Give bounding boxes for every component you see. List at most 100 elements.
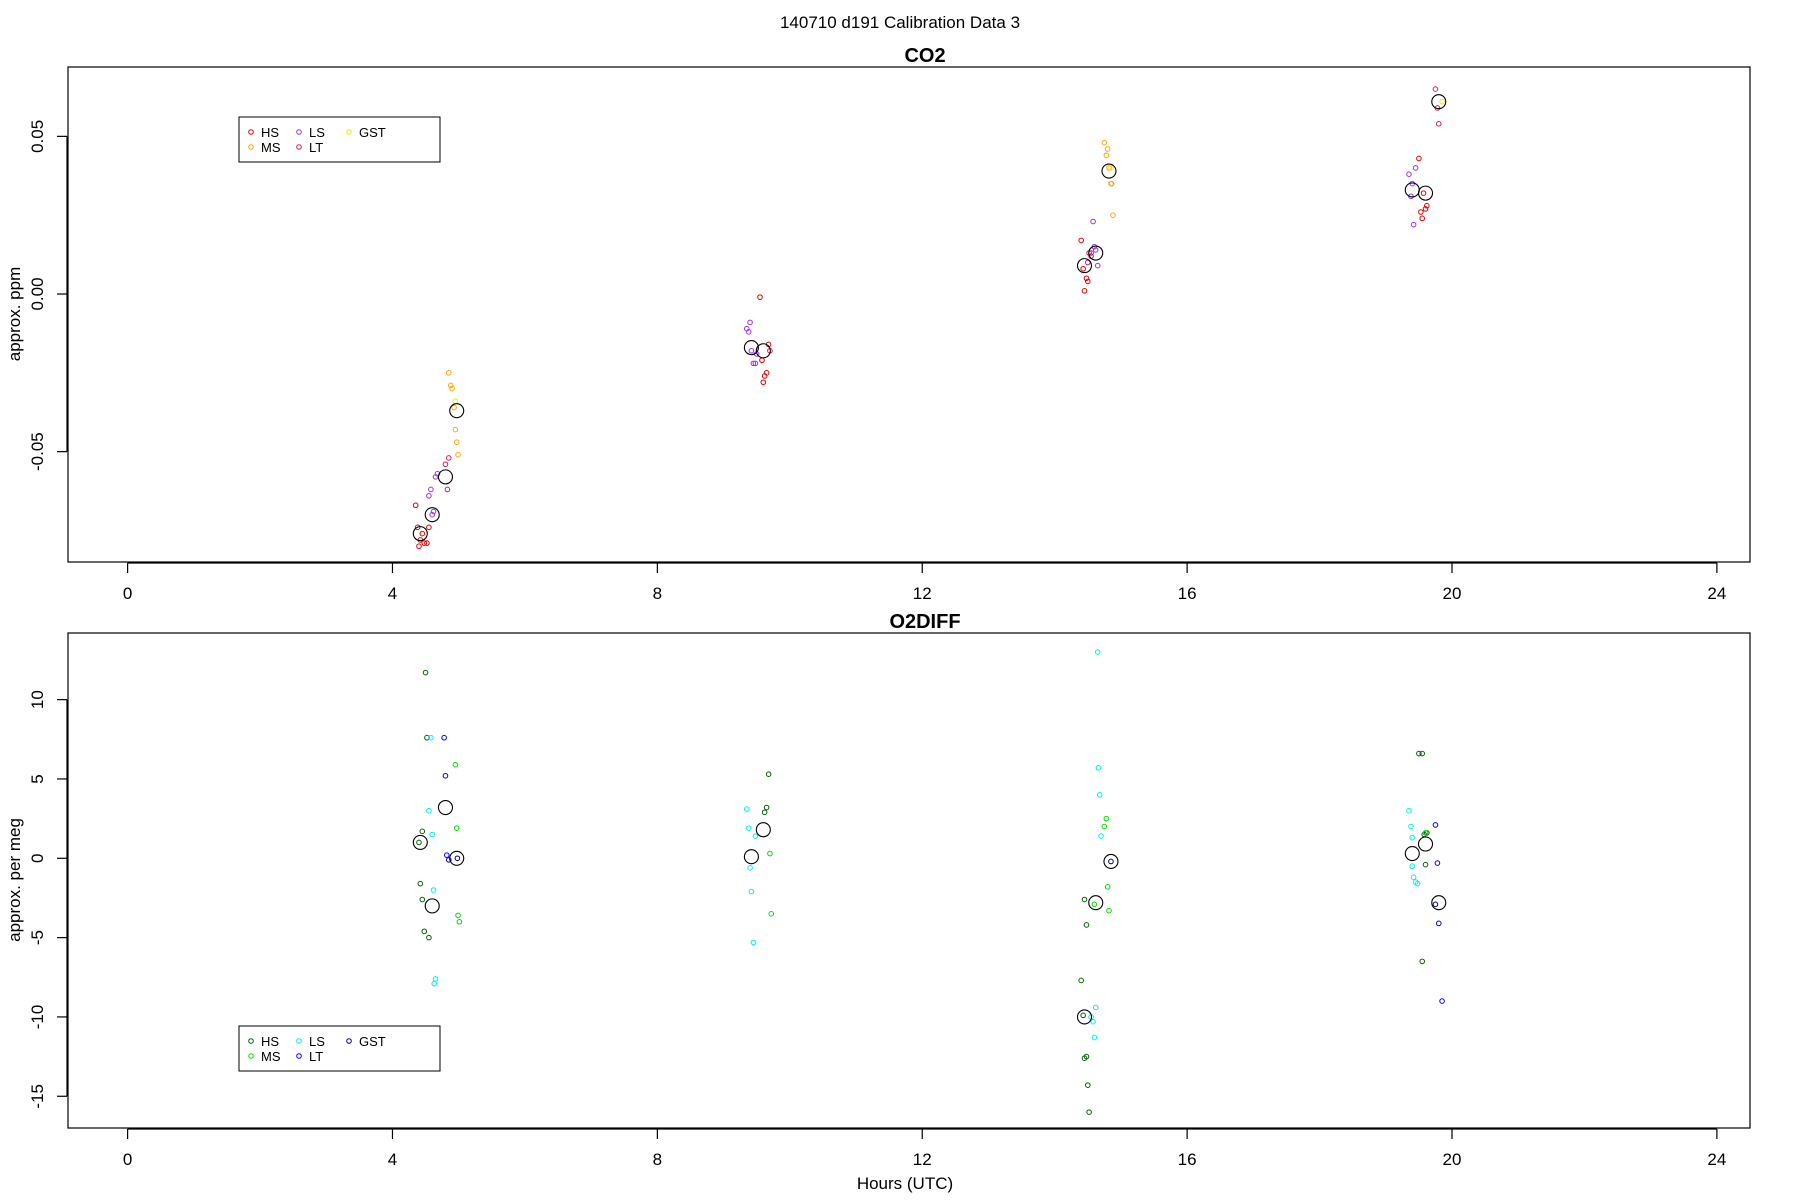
co2-point-hs xyxy=(1420,190,1427,196)
co2-y-tick-label: 0.05 xyxy=(28,120,47,153)
o2diff-point-hs xyxy=(1416,750,1422,757)
co2-x-tick-label: 0 xyxy=(123,584,132,603)
co2-points xyxy=(412,86,1447,550)
o2diff-legend-swatch xyxy=(296,1053,302,1059)
o2diff-point-hs xyxy=(1086,1109,1092,1115)
o2diff-point-ls xyxy=(748,888,755,895)
co2-point-lt xyxy=(1432,86,1439,92)
co2-point-ls xyxy=(750,360,757,367)
co2-y-axis-label: approx. ppm xyxy=(5,267,24,362)
co2-point-ms xyxy=(447,382,454,389)
co2-point-ls xyxy=(1406,171,1412,177)
co2-point-hs xyxy=(1078,237,1084,244)
o2diff-point-ms xyxy=(452,761,459,768)
co2-legend-swatch xyxy=(346,129,352,135)
co2-mean-marker xyxy=(743,340,759,356)
co2-point-gst xyxy=(1108,165,1114,171)
o2diff-mean-marker xyxy=(437,799,454,816)
co2-point-hs xyxy=(1416,155,1422,162)
co2-point-ms xyxy=(453,439,460,445)
o2diff-points xyxy=(412,649,1447,1115)
o2diff-point-ls xyxy=(1095,765,1102,771)
o2diff-point-ms xyxy=(453,825,460,831)
o2diff-mean-marker xyxy=(1076,1009,1093,1025)
o2diff-point-hs xyxy=(763,804,770,811)
o2diff-x-tick-label: 16 xyxy=(1178,1150,1197,1169)
o2diff-mean-marker xyxy=(449,850,465,866)
o2diff-legend-box xyxy=(238,1025,441,1072)
figure-title: 140710 d191 Calibration Data 3 xyxy=(780,13,1020,32)
co2-point-ms xyxy=(452,426,459,433)
co2-legend-label: HS xyxy=(261,125,279,140)
o2diff-point-ms xyxy=(455,912,461,919)
co2-point-gst xyxy=(1439,98,1445,105)
o2diff-point-ls xyxy=(1409,834,1416,841)
o2diff-point-hs xyxy=(765,771,772,778)
co2-point-hs xyxy=(426,524,432,531)
o2diff-point-ls xyxy=(426,807,432,814)
o2diff-x-tick-label: 8 xyxy=(653,1150,662,1169)
o2diff-point-hs xyxy=(416,839,422,846)
co2-point-ms xyxy=(445,370,452,376)
co2-point-hs xyxy=(1081,288,1088,294)
o2diff-y-tick-label: -15 xyxy=(28,1084,47,1109)
co2-x-tick-label: 8 xyxy=(653,584,662,603)
o2diff-plot-frame xyxy=(67,632,1751,1129)
co2-point-ms xyxy=(1103,152,1110,159)
o2diff-mean-marker xyxy=(424,898,440,914)
o2diff-point-ms xyxy=(1103,815,1110,822)
o2diff-point-ls xyxy=(1414,880,1421,887)
co2-point-hs xyxy=(1418,209,1424,215)
co2-legend-swatch xyxy=(248,129,254,135)
co2-legend-box xyxy=(238,116,441,163)
o2diff-legend-swatch xyxy=(296,1038,302,1044)
o2diff-point-ms xyxy=(1091,901,1098,908)
co2-point-hs xyxy=(421,540,428,546)
o2diff-x-tick-label: 12 xyxy=(913,1150,932,1169)
o2diff-point-ms xyxy=(1104,884,1111,890)
o2diff-legend-label: MS xyxy=(261,1049,281,1064)
o2diff-point-ms xyxy=(768,911,775,917)
co2-point-hs xyxy=(760,379,767,386)
co2-point-ms xyxy=(455,452,461,458)
o2diff-point-lt xyxy=(1439,998,1445,1004)
o2diff-point-lt xyxy=(445,857,452,863)
co2-point-lt xyxy=(445,455,452,461)
co2-y-axis: -0.05 0.00 0.05 xyxy=(28,120,68,471)
o2diff-point-hs xyxy=(426,934,432,941)
o2diff-mean-marker xyxy=(1417,836,1434,852)
co2-point-ls xyxy=(1410,221,1417,228)
co2-point-lt xyxy=(444,486,451,493)
co2-point-ls xyxy=(429,511,436,518)
co2-point-lt xyxy=(442,461,449,468)
o2diff-point-hs xyxy=(761,809,768,816)
co2-y-tick-label: -0.05 xyxy=(28,432,47,471)
o2diff-mean-marker xyxy=(1404,845,1420,862)
o2diff-point-hs xyxy=(419,828,426,835)
co2-x-tick-label: 24 xyxy=(1707,584,1726,603)
o2diff-point-hs xyxy=(424,734,430,741)
co2-point-hs xyxy=(414,524,421,531)
o2diff-legend-swatch xyxy=(248,1053,254,1059)
co2-point-ms xyxy=(1108,180,1115,187)
o2diff-point-ls xyxy=(1408,823,1414,830)
co2-point-hs xyxy=(1080,265,1086,272)
o2diff-point-gst xyxy=(454,855,461,862)
o2diff-legend-label: HS xyxy=(261,1034,279,1049)
o2diff-legend-label: LS xyxy=(309,1034,325,1049)
o2diff-panel: O2DIFF approx. per meg 0 4 8 12 16 20 24 -15-1… xyxy=(5,611,1751,1193)
co2-legend-label: LS xyxy=(309,125,325,140)
co2-point-lt xyxy=(1084,259,1091,266)
o2diff-y-tick-label: 5 xyxy=(28,774,47,783)
o2diff-point-ls xyxy=(747,865,753,871)
o2diff-point-hs xyxy=(1078,977,1084,984)
o2diff-y-axis-label: approx. per meg xyxy=(5,818,24,942)
o2diff-y-tick-label: -10 xyxy=(28,1005,47,1030)
co2-x-tick-label: 16 xyxy=(1178,584,1197,603)
o2diff-point-hs xyxy=(1422,861,1429,868)
o2diff-point-ls xyxy=(1406,807,1412,814)
co2-mean-marker xyxy=(412,526,428,542)
o2diff-point-ls xyxy=(431,980,437,987)
co2-point-hs xyxy=(763,370,770,376)
